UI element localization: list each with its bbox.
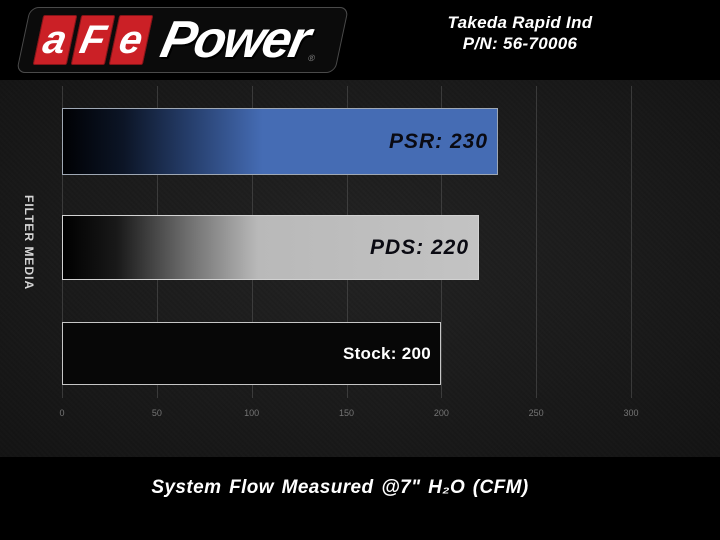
logo-letter-f: F xyxy=(70,15,116,65)
x-tick-label: 200 xyxy=(433,408,449,418)
product-info: Takeda Rapid Ind P/N: 56-70006 xyxy=(420,12,620,54)
bar-psr: PSR: 230 xyxy=(62,108,498,175)
bar-chart: 0 50 100 150 200 250 300 FILTER MEDIA PSR: 230… xyxy=(0,80,720,457)
bar-pds: PDS: 220 xyxy=(62,215,479,280)
header: a F e Power ® Takeda Rapid Ind P/N: 56-7… xyxy=(0,0,720,80)
product-name: Takeda Rapid Ind xyxy=(447,13,593,32)
bar-label-stock: Stock: 200 xyxy=(342,343,431,363)
bar-stock: Stock: 200 xyxy=(62,322,441,385)
x-tick-label: 150 xyxy=(338,408,355,418)
registered-trademark-icon: ® xyxy=(307,53,316,63)
y-axis-label: FILTER MEDIA xyxy=(22,195,36,291)
gridline xyxy=(536,86,538,398)
bar-label-pds: PDS: 220 xyxy=(369,235,469,259)
x-tick-label: 50 xyxy=(151,408,162,418)
x-tick-label: 250 xyxy=(528,408,544,418)
x-tick-label: 300 xyxy=(623,408,639,418)
part-number: P/N: 56-70006 xyxy=(462,34,578,53)
logo-wordmark: Power xyxy=(155,11,315,69)
bar-label-psr: PSR: 230 xyxy=(388,129,488,153)
logo-letter-a: a xyxy=(32,15,78,65)
afe-power-logo: a F e Power ® xyxy=(16,7,349,73)
gridline xyxy=(631,86,632,398)
logo-letter-e: e xyxy=(108,15,154,65)
x-tick-label: 100 xyxy=(244,408,260,418)
x-tick-label: 0 xyxy=(59,408,65,418)
chart-caption: System Flow Measured @7" H₂O (CFM) xyxy=(151,477,529,498)
